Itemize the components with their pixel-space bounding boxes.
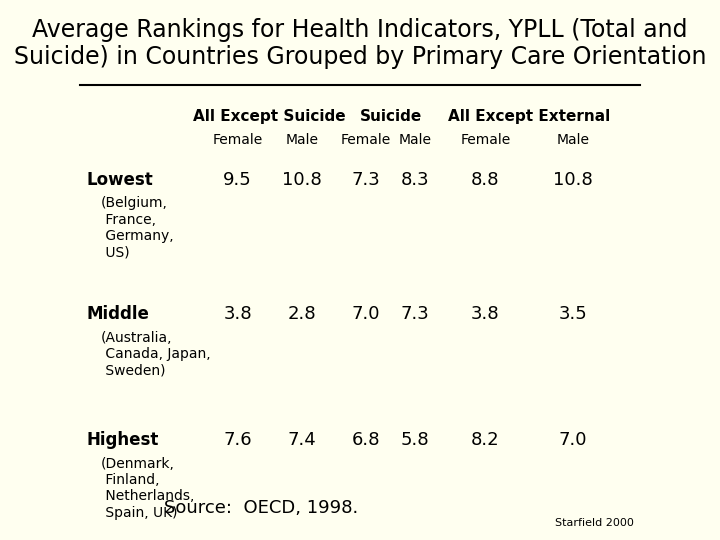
Text: Male: Male bbox=[556, 133, 589, 147]
Text: 8.3: 8.3 bbox=[401, 171, 430, 188]
Text: 7.3: 7.3 bbox=[351, 171, 380, 188]
Text: 7.6: 7.6 bbox=[223, 431, 252, 449]
Text: 7.0: 7.0 bbox=[559, 431, 587, 449]
Text: (Denmark,
 Finland,
 Netherlands,
 Spain, UK): (Denmark, Finland, Netherlands, Spain, U… bbox=[101, 457, 194, 519]
Text: Female: Female bbox=[212, 133, 263, 147]
Text: All Except Suicide: All Except Suicide bbox=[194, 109, 346, 124]
Text: Highest: Highest bbox=[86, 431, 158, 449]
Text: Lowest: Lowest bbox=[86, 171, 153, 188]
Text: Average Rankings for Health Indicators, YPLL (Total and
Suicide) in Countries Gr: Average Rankings for Health Indicators, … bbox=[14, 17, 706, 69]
Text: 7.4: 7.4 bbox=[287, 431, 316, 449]
Text: All Except External: All Except External bbox=[448, 109, 610, 124]
Text: Middle: Middle bbox=[86, 305, 149, 323]
Text: Suicide: Suicide bbox=[359, 109, 422, 124]
Text: 5.8: 5.8 bbox=[401, 431, 430, 449]
Text: Male: Male bbox=[285, 133, 318, 147]
Text: Female: Female bbox=[460, 133, 510, 147]
Text: 6.8: 6.8 bbox=[351, 431, 380, 449]
Text: 3.5: 3.5 bbox=[558, 305, 587, 323]
Text: (Australia,
 Canada, Japan,
 Sweden): (Australia, Canada, Japan, Sweden) bbox=[101, 330, 210, 377]
Text: 10.8: 10.8 bbox=[553, 171, 593, 188]
Text: 7.3: 7.3 bbox=[401, 305, 430, 323]
Text: 3.8: 3.8 bbox=[223, 305, 252, 323]
Text: 7.0: 7.0 bbox=[351, 305, 380, 323]
Text: Male: Male bbox=[399, 133, 432, 147]
Text: 9.5: 9.5 bbox=[223, 171, 252, 188]
Text: 10.8: 10.8 bbox=[282, 171, 322, 188]
Text: 8.8: 8.8 bbox=[471, 171, 500, 188]
Text: Female: Female bbox=[341, 133, 391, 147]
Text: Starfield 2000: Starfield 2000 bbox=[555, 518, 634, 528]
Text: 3.8: 3.8 bbox=[471, 305, 500, 323]
Text: 2.8: 2.8 bbox=[287, 305, 316, 323]
Text: Source:  OECD, 1998.: Source: OECD, 1998. bbox=[164, 499, 358, 517]
Text: 8.2: 8.2 bbox=[471, 431, 500, 449]
Text: (Belgium,
 France,
 Germany,
 US): (Belgium, France, Germany, US) bbox=[101, 197, 174, 259]
